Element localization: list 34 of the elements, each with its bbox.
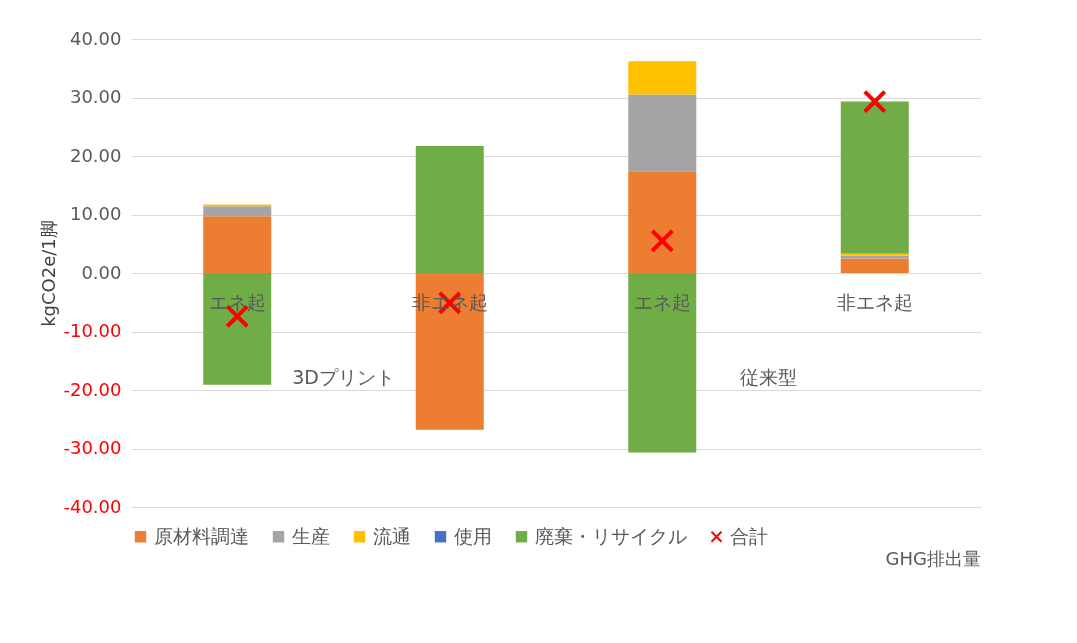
annotation: 3Dプリント (292, 365, 395, 388)
y-tick-label: 10.00 (69, 203, 122, 224)
bar (203, 206, 272, 217)
legend-label: 廃棄・リサイクル (535, 524, 687, 547)
y-tick-label: -40.00 (63, 495, 122, 517)
legend-label: 流通 (373, 524, 411, 547)
bar (203, 273, 272, 385)
x-tick-label: エネ起 (208, 290, 266, 313)
legend-label: 使用 (454, 524, 492, 547)
y-tick-label: 30.00 (69, 86, 122, 107)
bar (628, 94, 697, 172)
point (650, 229, 674, 253)
bar (840, 258, 909, 273)
legend-label: 原材料調達 (154, 524, 249, 547)
bar (203, 216, 272, 273)
legend-label: 合計 (730, 524, 768, 547)
point (863, 90, 887, 113)
legend-label: 生産 (292, 524, 330, 547)
bar (415, 146, 484, 273)
y-tick-label: -10.00 (63, 320, 122, 341)
bar (628, 171, 697, 273)
y-tick-label: 40.00 (69, 27, 122, 49)
bar (628, 273, 697, 453)
y-tick-label: 0.00 (81, 261, 122, 283)
bar (840, 101, 909, 254)
y-tick-label: 20.00 (69, 144, 122, 166)
y-tick-label: -30.00 (63, 437, 122, 458)
y-tick-label: -20.00 (63, 378, 122, 400)
x-tick-label: エネ起 (633, 290, 691, 313)
y-axis-title: kgCO2e/1脚 (38, 220, 60, 327)
x-tick-label: 非エネ起 (836, 290, 913, 313)
x-axis-title: GHG排出量 (885, 548, 981, 569)
annotation: 従来型 (740, 365, 797, 388)
bar (628, 61, 697, 95)
